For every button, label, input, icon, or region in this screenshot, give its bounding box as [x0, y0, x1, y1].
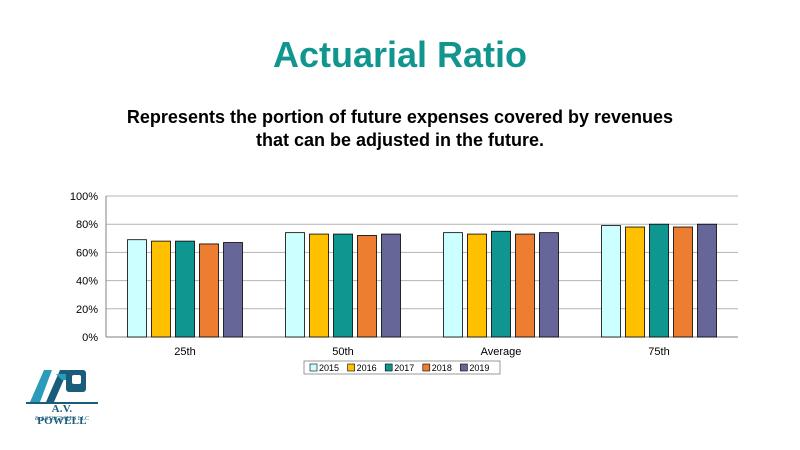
y-tick-label: 80% [76, 219, 98, 231]
bar [381, 233, 401, 338]
bar [199, 243, 219, 338]
bar [357, 235, 377, 338]
legend-label: 2018 [432, 363, 452, 373]
avp-logo-icon [26, 370, 98, 404]
bar-chart: 0% 20% 40% 60% 80% 100% 25th 50th Average 75th 201… [70, 191, 738, 375]
x-tick-label: 50th [332, 346, 353, 358]
bar [443, 232, 463, 338]
legend-swatch [309, 363, 318, 372]
bar [625, 226, 645, 338]
x-tick-label: Average [481, 346, 522, 358]
slide-subtitle: Represents the portion of future expense… [50, 106, 750, 152]
bar [309, 233, 329, 338]
bar [333, 233, 353, 338]
legend-label: 2019 [469, 363, 489, 373]
bar [175, 240, 195, 338]
logo-company-name: A.V. POWELL [37, 403, 87, 427]
legend-swatch [384, 363, 393, 372]
bar [127, 239, 147, 338]
legend-label: 2017 [394, 363, 414, 373]
bar [539, 232, 559, 338]
bar [697, 223, 717, 338]
subtitle-line-2: that can be adjusted in the future. [255, 130, 545, 150]
subtitle-line-1: Represents the portion of future expense… [126, 107, 674, 127]
y-tick-label: 100% [70, 191, 98, 203]
slide-title: Actuarial Ratio [272, 34, 528, 75]
bar [601, 225, 621, 338]
legend-swatch [422, 363, 431, 372]
bar [515, 233, 535, 338]
logo-company-suffix: & ASSOCIATES LLC [34, 416, 90, 422]
legend-label: 2016 [357, 363, 377, 373]
legend-label: 2015 [319, 363, 339, 373]
legend-swatch [347, 363, 355, 372]
bar [223, 242, 243, 338]
bar [649, 223, 669, 338]
y-tick-label: 0% [82, 332, 98, 344]
x-tick-label: 25th [174, 346, 195, 358]
bar [285, 232, 305, 338]
y-tick-label: 60% [76, 247, 98, 259]
bar [467, 233, 487, 338]
bar [151, 240, 171, 338]
bar [673, 226, 693, 338]
y-tick-label: 20% [76, 304, 98, 316]
y-tick-label: 40% [76, 276, 98, 288]
x-tick-label: 75th [648, 346, 669, 358]
legend-swatch [460, 363, 468, 372]
bar [491, 230, 511, 338]
